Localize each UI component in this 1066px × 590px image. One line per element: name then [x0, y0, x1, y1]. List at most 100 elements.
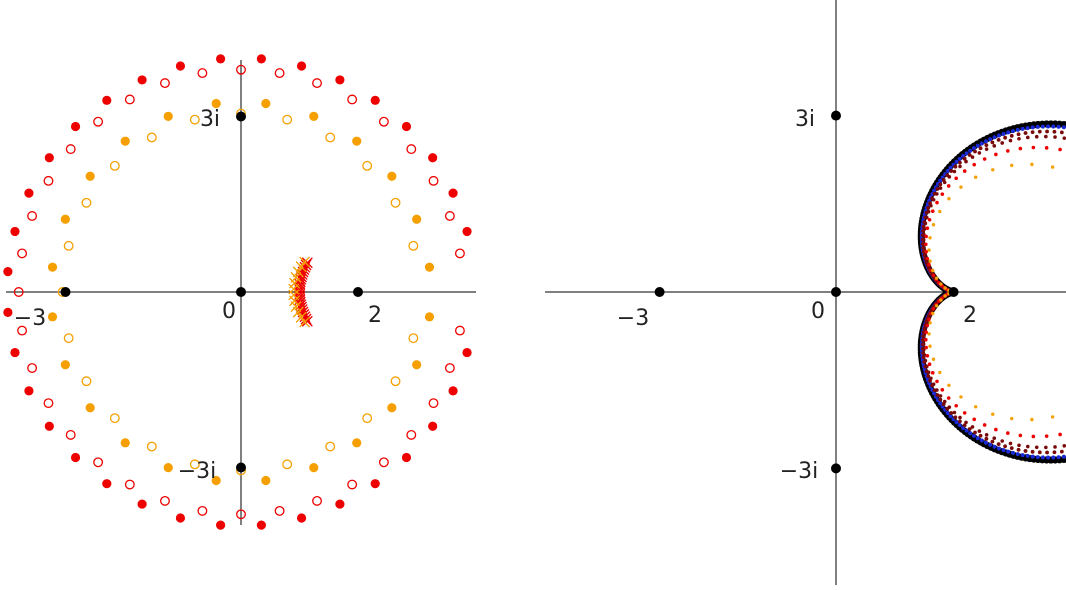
special-point	[831, 463, 841, 474]
curve-dot	[1056, 455, 1061, 460]
curve-dot	[1008, 441, 1013, 446]
curve-dot	[929, 376, 933, 381]
filled-circle-point	[47, 312, 58, 322]
cross-point	[292, 266, 304, 278]
curve-dot	[930, 209, 935, 213]
curve-dot	[942, 180, 947, 185]
filled-circle-point	[47, 262, 58, 272]
curve-dot	[947, 197, 951, 201]
curve-dot	[979, 438, 984, 443]
curve-dot	[931, 307, 936, 311]
open-circle-point	[362, 413, 373, 424]
curve-dot	[923, 252, 927, 257]
curve-dot	[968, 431, 973, 436]
curve-dot	[927, 248, 931, 252]
curve-dot	[996, 442, 1001, 446]
curve-dot	[1025, 126, 1030, 131]
curve-dot	[996, 138, 1001, 142]
curve-dot	[992, 144, 997, 148]
curve-dot	[1044, 434, 1049, 438]
curve-dot	[1030, 162, 1034, 167]
curve-dot	[1031, 434, 1036, 439]
curve-dot	[975, 143, 980, 148]
special-point	[236, 111, 246, 122]
curve-dot	[926, 374, 931, 378]
curve-dot	[1020, 453, 1025, 458]
curve-dot	[1050, 415, 1055, 419]
curve-dot	[977, 429, 982, 433]
open-circle-point	[43, 175, 54, 186]
curve-dot	[938, 186, 943, 190]
curve-dot	[964, 151, 969, 156]
curve-dot	[1037, 450, 1042, 455]
filled-circle-point	[261, 475, 271, 486]
curve-dot	[923, 358, 928, 363]
filled-circle-point	[175, 513, 186, 523]
curve-dot	[983, 440, 988, 445]
curve-dot	[931, 268, 935, 273]
curve-dot	[1046, 455, 1051, 460]
open-circle-point	[160, 495, 170, 506]
curve-dot	[1006, 130, 1011, 135]
curve-dot	[1000, 141, 1005, 145]
curve-dot	[988, 442, 993, 447]
curve-dot	[928, 321, 932, 325]
curve-dot	[990, 439, 995, 444]
open-circle-point	[236, 509, 246, 520]
filled-circle-point	[163, 111, 173, 121]
curve-dot	[1010, 450, 1015, 455]
open-circle-point	[406, 144, 417, 155]
open-circle-point	[109, 160, 120, 171]
open-circle-point	[390, 376, 401, 387]
filled-circle-point	[335, 499, 345, 509]
curve-dot	[954, 403, 958, 408]
curve-dot	[952, 410, 957, 415]
curve-dot	[1015, 452, 1020, 457]
open-circle-point	[274, 68, 285, 79]
filled-circle-point	[24, 188, 34, 198]
curve-dot	[973, 175, 978, 179]
curve-dot	[1020, 126, 1025, 131]
open-circle-point	[146, 441, 157, 452]
curve-dot	[925, 256, 930, 261]
filled-circle-point	[211, 475, 221, 486]
filled-circle-point	[216, 520, 226, 530]
curve-dot	[947, 383, 951, 387]
curve-dot	[968, 148, 973, 153]
open-circle-point	[17, 248, 28, 259]
curve-dot	[979, 141, 984, 146]
filled-circle-point	[24, 386, 34, 396]
curve-dot	[1052, 450, 1057, 455]
curve-dot	[931, 223, 936, 227]
open-circle-point	[454, 325, 465, 336]
curve-dot	[952, 169, 957, 174]
curve-dot	[927, 217, 932, 222]
curve-dot	[948, 414, 953, 419]
open-circle-point	[428, 398, 439, 409]
cross-point	[290, 301, 302, 313]
curve-dot	[924, 249, 929, 254]
curve-dot	[1023, 131, 1028, 135]
curve-dot	[994, 152, 998, 157]
curve-dot	[983, 139, 988, 144]
curve-dot	[953, 415, 958, 420]
curve-dot	[924, 330, 929, 335]
special-point	[831, 110, 841, 121]
curve-dot	[938, 397, 943, 402]
curve-dot	[1003, 135, 1008, 140]
open-circle-point	[197, 68, 208, 79]
tick-label: −3i	[178, 459, 217, 484]
curve-dot	[978, 433, 983, 438]
filled-circle-point	[448, 188, 458, 198]
curve-dot	[924, 234, 928, 239]
curve-dot	[954, 176, 958, 181]
curve-dot	[959, 185, 963, 189]
special-point	[948, 287, 959, 297]
curve-dot	[957, 156, 962, 161]
open-circle-point	[197, 505, 208, 516]
curve-dot	[1016, 132, 1021, 137]
curve-dot	[1008, 138, 1013, 143]
special-point	[236, 287, 246, 297]
curve-dot	[925, 215, 929, 220]
curve-dot	[982, 157, 987, 161]
